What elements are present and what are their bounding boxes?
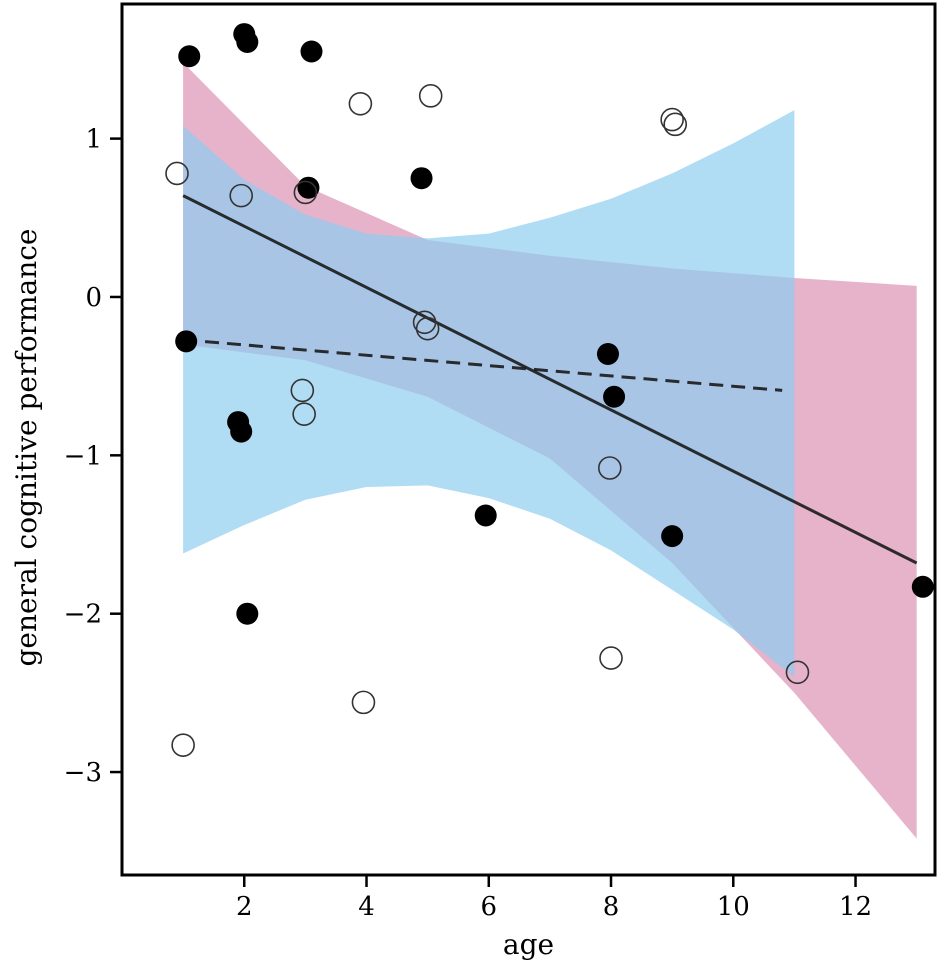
open-point [597,456,622,480]
open-point [229,183,253,208]
open-point [663,112,688,137]
x-tick-label: 12 [839,892,872,922]
open-point [412,310,437,335]
x-tick-label: 8 [603,892,620,922]
y-tick-label: −1 [64,441,102,471]
filled-point [300,40,323,63]
filled-point [603,385,626,408]
x-tick-label: 6 [480,892,497,922]
open-point [348,91,373,116]
x-tick-label: 10 [717,892,750,922]
filled-point [175,330,198,353]
open-point [415,316,440,341]
filled-point [230,420,253,443]
y-tick-label: 0 [85,283,102,313]
filled-point [474,504,497,527]
dashed-fit-line [183,338,783,392]
open-point [660,107,684,132]
open-point [418,84,443,108]
plot-frame [120,2,937,877]
open-point [292,402,316,426]
x-tick-label: 4 [358,892,375,922]
confidence-bands [183,62,917,839]
x-tick-label: 2 [236,892,253,922]
open-confidence-band [183,110,795,678]
y-axis-label: general cognitive performance [10,229,43,667]
filled-point [236,602,259,625]
open-point [293,180,318,205]
x-axis-label: age [503,928,554,961]
y-axis: −3 −2 −1 0 1 [64,125,122,788]
y-tick-label: −3 [64,758,102,788]
y-tick-label: 1 [85,125,102,155]
open-point [351,690,376,715]
filled-point [236,31,259,54]
fit-lines [182,194,918,565]
filled-point [178,45,201,68]
solid-fit-line [182,194,918,565]
filled-point [911,575,934,598]
open-point [165,161,189,186]
y-tick-label: −2 [64,600,102,630]
filled-point [661,525,684,548]
filled-point [410,167,433,190]
x-axis: 2 4 6 8 10 12 [236,875,872,922]
open-point [785,660,810,685]
open-point [171,733,195,757]
data-points [165,23,934,757]
filled-point [596,342,619,365]
open-point [290,378,315,403]
open-point [599,646,623,670]
